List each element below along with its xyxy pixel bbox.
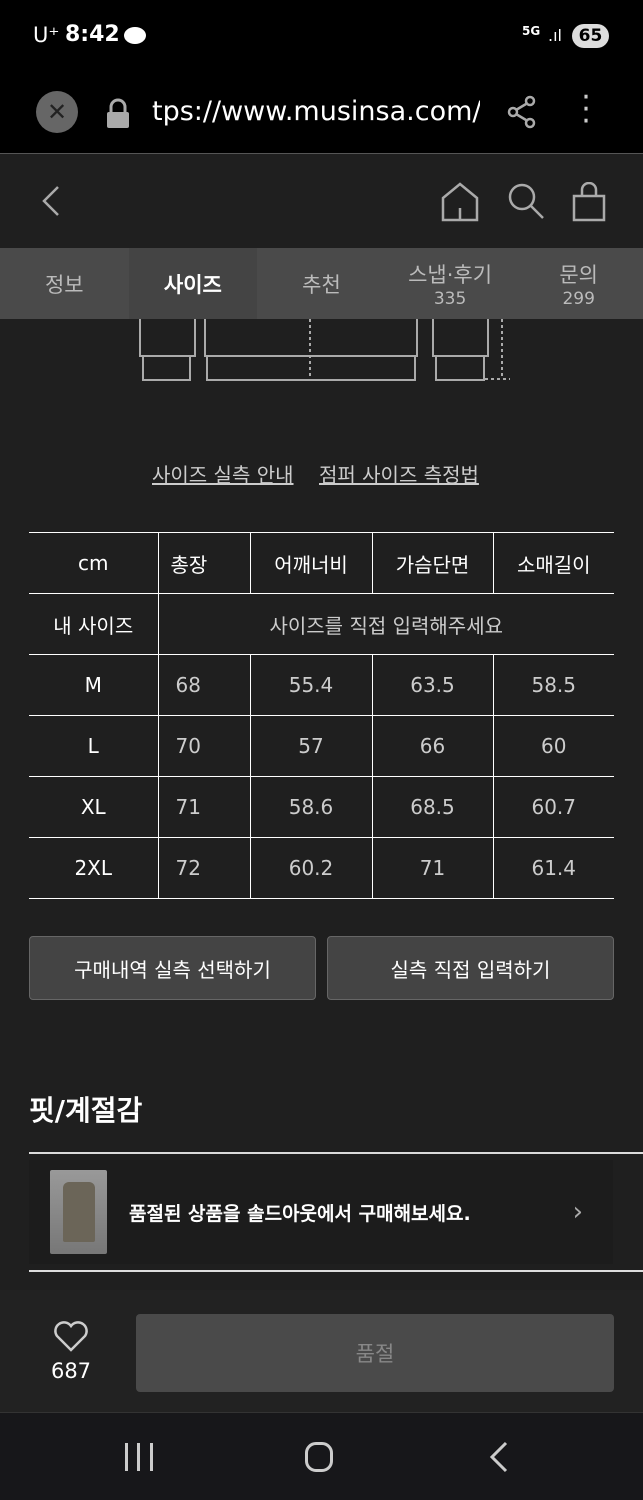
fit-grid-lines bbox=[29, 1152, 643, 1272]
measurement-cell: 70 bbox=[157, 715, 251, 777]
clock: 8:42 bbox=[65, 22, 120, 47]
android-nav-bar bbox=[0, 1412, 643, 1500]
measurement-cell: 60.2 bbox=[249, 837, 373, 899]
tab-label: 추천 bbox=[302, 272, 341, 297]
tab-label: 사이즈 bbox=[163, 272, 222, 297]
table-row: XL 71 58.6 68.5 60.7 bbox=[29, 776, 614, 838]
size-table: cm 총장 어깨너비 가슴단면 소매길이 내 사이즈 사이즈를 직접 입력해주세… bbox=[29, 532, 614, 899]
lock-icon bbox=[106, 98, 130, 128]
measurement-cell: 61.4 bbox=[492, 837, 614, 899]
measurement-cell: 68.5 bbox=[371, 776, 494, 838]
fit-season-title: 핏/계절감 bbox=[29, 1094, 143, 1127]
my-size-label: 내 사이즈 bbox=[29, 593, 159, 655]
table-row: L 70 57 66 60 bbox=[29, 715, 614, 777]
search-icon[interactable] bbox=[507, 182, 545, 226]
table-row: 2XL 72 60.2 71 61.4 bbox=[29, 837, 614, 899]
home-icon[interactable] bbox=[441, 182, 479, 226]
tab-label: 스냅·후기 bbox=[408, 262, 493, 287]
tab-count: 299 bbox=[562, 288, 595, 309]
my-size-row[interactable]: 내 사이즈 사이즈를 직접 입력해주세요 bbox=[29, 593, 614, 655]
header-cell: 소매길이 bbox=[492, 532, 614, 594]
close-tab-icon[interactable]: ✕ bbox=[36, 91, 78, 133]
header-cell: cm bbox=[29, 532, 159, 594]
measurement-cell: 71 bbox=[371, 837, 494, 899]
table-row: M 68 55.4 63.5 58.5 bbox=[29, 654, 614, 716]
enter-measurement-button[interactable]: 실측 직접 입력하기 bbox=[327, 936, 614, 1000]
size-label-cell: XL bbox=[29, 776, 159, 838]
recent-apps-icon[interactable] bbox=[125, 1443, 153, 1471]
header-cell: 어깨너비 bbox=[249, 532, 373, 594]
heart-icon[interactable] bbox=[53, 1320, 89, 1356]
measurement-cell: 57 bbox=[249, 715, 373, 777]
table-header-row: cm 총장 어깨너비 가슴단면 소매길이 bbox=[29, 532, 614, 594]
header-cell: 가슴단면 bbox=[371, 532, 494, 594]
my-size-prompt[interactable]: 사이즈를 직접 입력해주세요 bbox=[157, 593, 614, 655]
size-label-cell: 2XL bbox=[29, 837, 159, 899]
measurement-cell: 60.7 bbox=[492, 776, 614, 838]
tab-size[interactable]: 사이즈 bbox=[128, 248, 258, 319]
measurement-cell: 72 bbox=[157, 837, 251, 899]
tab-qna[interactable]: 문의 299 bbox=[514, 248, 643, 319]
measurement-cell: 71 bbox=[157, 776, 251, 838]
home-button-icon[interactable] bbox=[305, 1442, 333, 1472]
back-icon[interactable] bbox=[40, 183, 62, 223]
kakaotalk-icon bbox=[124, 27, 146, 44]
nav-back-icon[interactable] bbox=[488, 1440, 510, 1478]
tab-label: 정보 bbox=[44, 272, 84, 297]
app-header bbox=[0, 155, 643, 248]
product-thumbnail bbox=[50, 1170, 107, 1254]
url-field[interactable]: tps://www.musinsa.com/p bbox=[152, 96, 480, 127]
size-label-cell: M bbox=[29, 654, 159, 716]
measurement-cell: 68 bbox=[157, 654, 251, 716]
battery-indicator: 65 bbox=[572, 24, 609, 48]
header-cell: 총장 bbox=[157, 532, 251, 594]
status-bar: U⁺ 8:42 5G .ıl 65 bbox=[0, 0, 643, 70]
size-diagram-illustration bbox=[139, 319, 510, 381]
measurement-cell: 60 bbox=[492, 715, 614, 777]
select-from-purchase-history-button[interactable]: 구매내역 실측 선택하기 bbox=[29, 936, 316, 1000]
measurement-cell: 55.4 bbox=[249, 654, 373, 716]
banner-text: 품절된 상품을 솔드아웃에서 구매해보세요. bbox=[129, 1202, 471, 1225]
product-tabs: 정보 사이즈 추천 스냅·후기 335 문의 299 bbox=[0, 248, 643, 319]
measurement-method-link[interactable]: 점퍼 사이즈 측정법 bbox=[319, 463, 479, 487]
more-menu-icon[interactable]: · · · bbox=[581, 80, 591, 139]
size-label-cell: L bbox=[29, 715, 159, 777]
measurement-cell: 63.5 bbox=[371, 654, 494, 716]
tab-recommend[interactable]: 추천 bbox=[257, 248, 386, 319]
tab-count: 335 bbox=[433, 288, 467, 309]
tab-reviews[interactable]: 스냅·후기 335 bbox=[386, 248, 515, 319]
like-count: 687 bbox=[50, 1359, 92, 1383]
measurement-cell: 58.5 bbox=[492, 654, 614, 716]
purchase-bar: 687 품절 bbox=[0, 1290, 643, 1412]
soldout-button[interactable]: 품절 bbox=[136, 1314, 614, 1392]
measurement-cell: 66 bbox=[371, 715, 494, 777]
signal-icon: .ıl bbox=[548, 26, 562, 45]
chevron-right-icon: › bbox=[572, 1197, 583, 1227]
carrier: U⁺ bbox=[33, 23, 60, 47]
share-icon[interactable] bbox=[505, 94, 539, 134]
size-guide-link[interactable]: 사이즈 실측 안내 bbox=[152, 463, 294, 487]
network-type: 5G bbox=[522, 24, 541, 38]
tab-info[interactable]: 정보 bbox=[0, 248, 129, 319]
browser-url-bar: ✕ tps://www.musinsa.com/p · · · bbox=[0, 70, 643, 154]
soldout-banner[interactable]: 품절된 상품을 솔드아웃에서 구매해보세요. › bbox=[29, 1160, 613, 1264]
shopping-bag-icon[interactable] bbox=[572, 181, 608, 226]
tab-label: 문의 bbox=[559, 262, 598, 287]
measurement-cell: 58.6 bbox=[249, 776, 373, 838]
